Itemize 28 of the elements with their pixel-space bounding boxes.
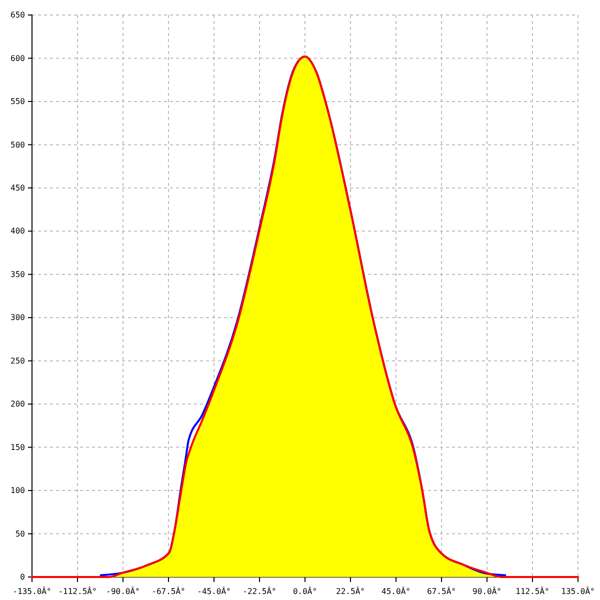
line-series: [31, 56, 579, 578]
y-tick-label: 200: [10, 400, 26, 409]
x-tick-label: -45.0Â°: [197, 586, 231, 596]
y-tick-label: 400: [10, 226, 26, 236]
x-tick-label: 135.0Â°: [561, 586, 595, 596]
y-tick-label: 650: [10, 10, 26, 20]
y-tick-label: 350: [10, 270, 26, 279]
x-tick-label: 112.5Â°: [516, 586, 550, 596]
x-tick-label: -112.5Â°: [58, 586, 97, 596]
x-tick-label: 45.0Â°: [382, 586, 410, 596]
y-tick-label: 500: [10, 140, 26, 150]
x-tick-label: 90.0Â°: [472, 586, 502, 596]
y-tick-label: 50: [15, 529, 26, 538]
y-tick-label: 600: [10, 54, 26, 63]
y-tick-label: 450: [10, 183, 26, 192]
x-tick-label: -90.0Â°: [106, 586, 140, 596]
y-tick-label: 150: [10, 442, 26, 452]
y-tick-label: 100: [10, 486, 26, 496]
y-tick-label: 0: [20, 572, 26, 582]
x-tick-label: -22.5Â°: [242, 586, 276, 596]
x-tick-label: -135.0Â°: [12, 586, 52, 596]
y-tick-label: 550: [10, 97, 26, 106]
x-tick-label: -67.5Â°: [152, 586, 186, 596]
x-tick-label: 22.5Â°: [336, 586, 365, 596]
x-tick-label: 0.0Â°: [292, 586, 318, 596]
x-tick-label: 67.5Â°: [427, 586, 456, 596]
y-tick-label: 250: [10, 356, 26, 366]
y-tick-label: 300: [10, 313, 26, 322]
